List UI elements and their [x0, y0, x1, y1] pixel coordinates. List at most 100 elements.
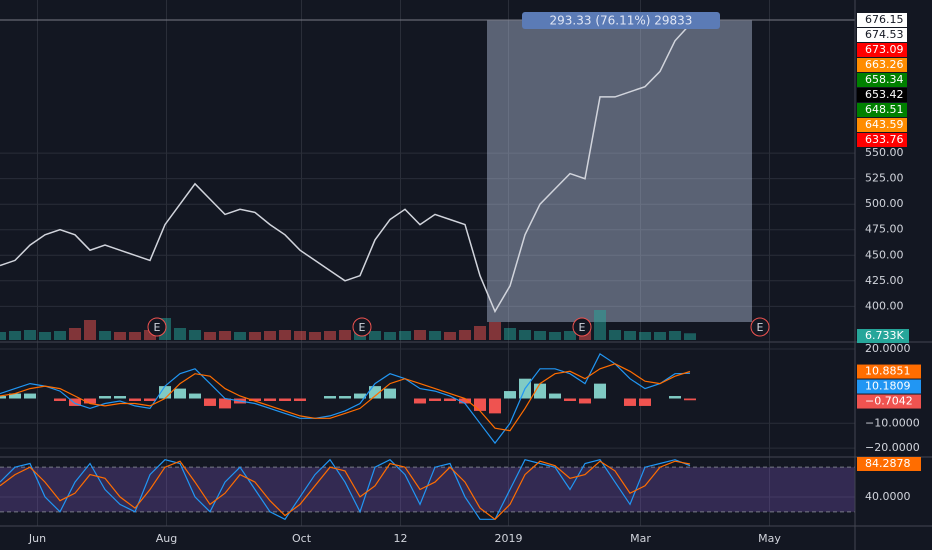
histogram-bar	[414, 398, 426, 404]
histogram-bar	[354, 393, 366, 399]
volume-bar	[84, 320, 96, 340]
histogram-bar	[564, 398, 576, 401]
histogram-bar	[579, 398, 591, 404]
volume-bar	[489, 322, 501, 340]
y-tick-label: 475.00	[865, 223, 904, 236]
volume-bar	[684, 333, 696, 340]
y-tick-label: 525.00	[865, 172, 904, 185]
volume-bar	[624, 331, 636, 340]
earnings-marker[interactable]	[750, 317, 770, 337]
volume-bar	[369, 331, 381, 340]
volume-bar	[639, 332, 651, 340]
x-tick-label: 2019	[495, 532, 523, 545]
histogram-bar	[369, 386, 381, 399]
volume-bar	[594, 310, 606, 340]
value-label: 10.8851	[865, 365, 911, 378]
volume-bar	[249, 332, 261, 340]
volume-bar	[324, 331, 336, 340]
y-tick-label: 500.00	[865, 197, 904, 210]
histogram-bar	[384, 388, 396, 399]
macd-line	[0, 353, 691, 445]
histogram-bar	[114, 396, 126, 399]
macd-line	[0, 363, 691, 432]
x-tick-label: Aug	[156, 532, 177, 545]
measure-label-bg	[522, 12, 720, 29]
y-tick-label: −20.0000	[865, 441, 920, 454]
histogram-bar	[174, 388, 186, 399]
histogram-bar	[549, 393, 561, 399]
earnings-label: E	[579, 321, 586, 334]
earnings-markers: E E E E	[147, 317, 770, 337]
price-label-bg	[857, 43, 907, 57]
price-label-bg	[857, 13, 907, 27]
price-label: 653.42	[865, 88, 904, 101]
price-label: 658.34	[865, 73, 904, 86]
price-label: 674.53	[865, 28, 904, 41]
volume-bar	[414, 330, 426, 340]
volume-bar	[459, 330, 471, 340]
volume-bar	[234, 332, 246, 340]
volume-bar	[114, 332, 126, 340]
y-tick-label: 40.0000	[865, 490, 911, 503]
histogram-bar	[324, 396, 336, 399]
stoch-band	[0, 467, 855, 512]
volume-bar	[474, 326, 486, 340]
price-label-bg	[857, 103, 907, 117]
volume-bar	[564, 331, 576, 340]
value-label: 84.2878	[865, 457, 911, 470]
volume-bar	[174, 328, 186, 340]
earnings-marker[interactable]	[572, 317, 592, 337]
y-tick-label: 425.00	[865, 274, 904, 287]
y-tick-label: 20.0000	[865, 342, 911, 355]
histogram-bar	[459, 398, 471, 404]
volume-bar	[669, 331, 681, 340]
volume-bar	[654, 332, 666, 340]
histogram-bar	[489, 398, 501, 414]
volume-label-bg	[857, 329, 909, 343]
stoch-line	[0, 460, 691, 521]
histogram-bar	[339, 396, 351, 399]
earnings-marker[interactable]	[352, 317, 372, 337]
price-label: 663.26	[865, 58, 904, 71]
volume-label: 6.733K	[865, 329, 904, 342]
volume-bar	[519, 330, 531, 340]
histogram-bar	[429, 398, 441, 401]
histogram-bar	[189, 393, 201, 399]
y-tick-label: −10.0000	[865, 416, 920, 429]
histogram-bar	[69, 398, 81, 406]
price-label-bg	[857, 133, 907, 147]
axis-layer: Jun Aug Oct 12 2019 Mar May 400.00 425.00 450.00 4…	[28, 13, 921, 545]
x-tick-label: Mar	[630, 532, 651, 545]
volume-bar	[534, 331, 546, 340]
volume-bar	[549, 332, 561, 340]
volume-bar	[99, 331, 111, 340]
volume-bar	[264, 331, 276, 340]
histogram-bar	[54, 398, 66, 401]
histogram-bar	[249, 398, 261, 401]
price-label: 676.15	[865, 13, 904, 26]
value-label-bg	[857, 456, 921, 471]
earnings-label: E	[359, 321, 366, 334]
histogram-bar	[0, 396, 6, 399]
volume-bar	[339, 330, 351, 340]
value-label-bg	[857, 394, 921, 409]
histogram-bar	[504, 391, 516, 399]
price-label: 648.51	[865, 103, 904, 116]
volume-bar	[69, 328, 81, 340]
y-tick-label: 550.00	[865, 146, 904, 159]
histogram-bar	[474, 398, 486, 411]
histogram-bar	[219, 398, 231, 409]
histogram-bar	[279, 398, 291, 401]
volume-bar	[0, 332, 6, 340]
volume-bar	[144, 330, 156, 340]
histogram-bar	[84, 398, 96, 404]
value-label-bg	[857, 379, 921, 394]
x-tick-label: Jun	[28, 532, 46, 545]
earnings-marker[interactable]	[147, 317, 167, 337]
volume-bar	[129, 332, 141, 340]
price-label: 643.59	[865, 118, 904, 131]
price-label-bg	[857, 58, 907, 72]
histogram-bar	[129, 398, 141, 401]
